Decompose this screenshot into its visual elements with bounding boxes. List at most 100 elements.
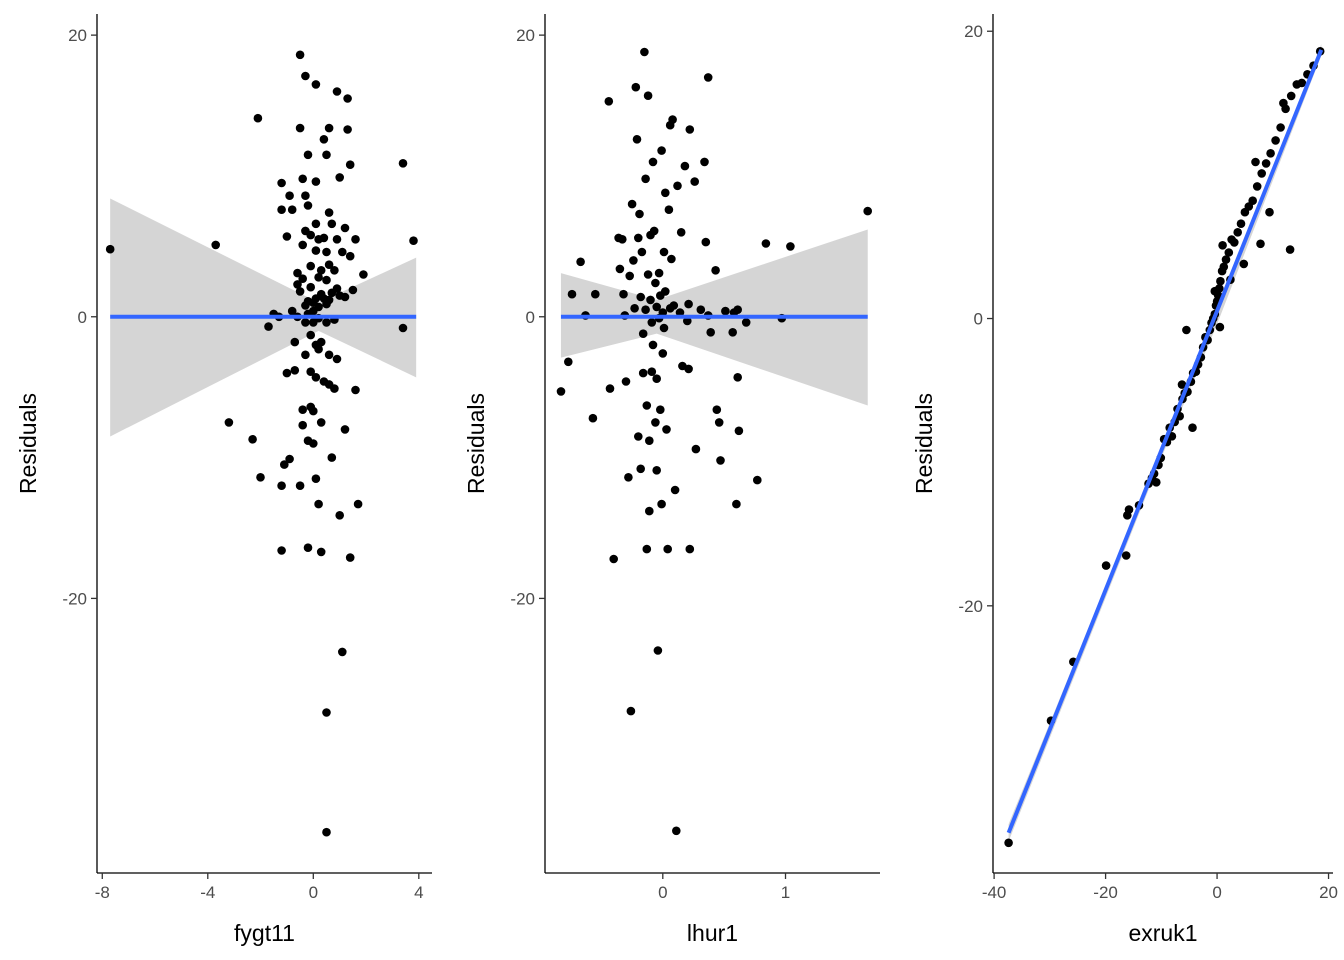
data-point — [629, 256, 638, 265]
data-point — [684, 299, 693, 309]
data-point — [1124, 505, 1134, 514]
panel-exruk1: -20 0 20 -40 -20 0 20 exruk1 Residuals — [911, 14, 1338, 946]
data-point — [641, 174, 650, 184]
data-point — [264, 322, 273, 331]
data-point — [398, 323, 408, 333]
y-tick-label: 20 — [964, 22, 983, 41]
data-point — [282, 368, 292, 378]
y-tick-label: -20 — [62, 589, 87, 608]
data-point — [1218, 241, 1227, 250]
data-point — [647, 367, 657, 377]
panel-lhur1: -20 0 20 0 1 lhur1 Residuals — [463, 14, 880, 946]
x-tick-label: 4 — [414, 883, 423, 902]
data-point — [293, 280, 302, 289]
data-point — [643, 270, 653, 279]
data-point — [786, 242, 795, 251]
y-tick-label: -20 — [510, 589, 535, 608]
data-point — [1215, 322, 1225, 332]
data-point — [641, 305, 650, 315]
data-point — [1219, 262, 1229, 272]
data-point — [1221, 255, 1231, 264]
data-point — [1256, 239, 1265, 249]
data-point — [301, 191, 310, 200]
data-point — [343, 94, 352, 103]
data-point — [657, 499, 666, 509]
data-point — [314, 302, 323, 312]
data-point — [685, 544, 695, 554]
data-point — [690, 177, 699, 186]
data-point — [761, 239, 771, 248]
data-point — [322, 247, 331, 257]
data-point — [338, 647, 347, 657]
data-point — [287, 205, 297, 214]
data-point — [353, 499, 363, 509]
data-point — [327, 219, 337, 229]
x-tick-label: -4 — [200, 883, 215, 902]
data-point — [680, 161, 690, 171]
x-tick-label: -40 — [982, 883, 1007, 902]
data-point — [285, 191, 294, 200]
data-point — [319, 233, 329, 243]
data-point — [676, 228, 686, 237]
y-tick-label: 0 — [526, 308, 535, 327]
data-point — [619, 289, 628, 299]
data-point — [684, 364, 693, 374]
data-point — [311, 177, 321, 186]
data-point — [648, 157, 658, 167]
data-point — [340, 292, 350, 302]
data-point — [732, 499, 741, 509]
data-point — [293, 268, 302, 278]
data-point — [298, 174, 308, 184]
data-point — [741, 318, 751, 327]
data-point — [306, 282, 316, 292]
data-point — [351, 235, 360, 244]
data-point — [615, 264, 625, 274]
data-point — [1266, 149, 1275, 158]
data-point — [733, 305, 742, 315]
data-point — [588, 413, 598, 423]
data-point — [711, 266, 720, 275]
data-point — [683, 316, 692, 326]
x-tick-label: -20 — [1093, 883, 1118, 902]
data-point — [330, 384, 339, 393]
y-tick-label: 0 — [78, 308, 87, 327]
points — [556, 47, 872, 836]
data-point — [635, 209, 644, 219]
data-point — [675, 308, 685, 317]
data-point — [634, 432, 643, 441]
data-point — [576, 257, 585, 267]
data-point — [306, 330, 316, 340]
data-point — [1276, 123, 1285, 132]
data-point — [295, 481, 305, 491]
data-point — [753, 475, 762, 485]
data-point — [733, 373, 742, 382]
data-point — [645, 436, 654, 446]
data-point — [1233, 228, 1242, 237]
data-point — [335, 173, 345, 182]
data-point — [277, 178, 286, 188]
data-point — [1251, 157, 1260, 167]
data-point — [322, 318, 331, 327]
data-point — [626, 706, 636, 716]
data-point — [311, 373, 321, 382]
data-point — [324, 260, 334, 270]
x-tick-label: 1 — [781, 883, 790, 902]
data-point — [316, 547, 326, 557]
data-point — [645, 506, 654, 516]
data-point — [327, 453, 337, 462]
data-point — [306, 261, 316, 271]
data-point — [277, 205, 286, 214]
data-point — [662, 425, 671, 434]
data-point — [667, 254, 676, 264]
data-point — [295, 287, 305, 296]
data-point — [564, 357, 573, 367]
data-point — [311, 246, 321, 255]
data-point — [277, 546, 286, 555]
data-point — [556, 387, 566, 396]
data-point — [1236, 219, 1246, 228]
data-point — [640, 47, 649, 57]
data-point — [670, 485, 680, 495]
data-point — [322, 275, 331, 285]
data-point — [348, 285, 358, 295]
